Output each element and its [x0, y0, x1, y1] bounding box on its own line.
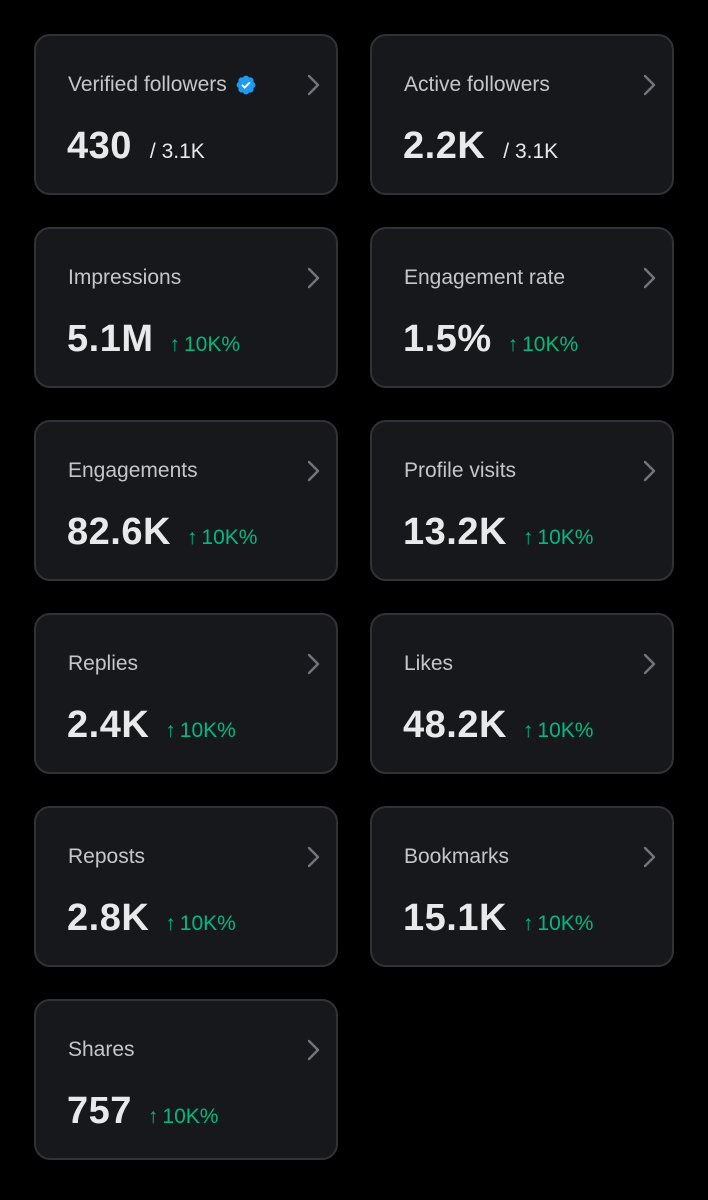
card-replies[interactable]: Replies 2.4K ↑ 10K%: [34, 613, 338, 774]
arrow-up-icon: ↑: [186, 526, 198, 549]
metric-total: / 3.1K: [503, 140, 559, 163]
change-indicator: ↑ 10K%: [169, 333, 240, 357]
metric-value: 1.5%: [403, 318, 492, 360]
arrow-up-icon: ↑: [522, 719, 534, 742]
change-indicator: ↑ 10K%: [165, 719, 236, 743]
chevron-right-icon: [306, 651, 322, 677]
card-label: Active followers: [404, 73, 550, 96]
change-indicator: ↑ 10K%: [523, 526, 594, 550]
metric-value: 2.8K: [67, 897, 150, 939]
verified-badge-icon: [235, 74, 257, 96]
metric-value: 13.2K: [403, 511, 507, 553]
metric-value: 5.1M: [67, 318, 154, 360]
card-label: Engagement rate: [404, 266, 566, 289]
arrow-up-icon: ↑: [169, 333, 180, 356]
arrow-up-icon: ↑: [165, 719, 176, 742]
chevron-right-icon: [306, 458, 322, 484]
metric-value: 430: [67, 125, 132, 167]
metric-value: 15.1K: [403, 897, 507, 939]
card-shares[interactable]: Shares 757 ↑ 10K%: [34, 999, 338, 1160]
change-value: 10K%: [522, 333, 579, 356]
arrow-up-icon: ↑: [522, 912, 534, 935]
card-impressions[interactable]: Impressions 5.1M ↑ 10K%: [34, 227, 338, 388]
chevron-right-icon: [306, 844, 322, 870]
change-value: 10K%: [179, 719, 236, 742]
metric-value: 48.2K: [403, 704, 507, 746]
chevron-right-icon: [642, 844, 658, 870]
change-value: 10K%: [537, 526, 594, 549]
metric-total: / 3.1K: [149, 140, 205, 163]
card-label: Bookmarks: [404, 845, 510, 868]
metric-value: 82.6K: [67, 511, 171, 553]
card-engagements[interactable]: Engagements 82.6K ↑ 10K%: [34, 420, 338, 581]
card-label: Impressions: [68, 266, 182, 289]
change-value: 10K%: [537, 719, 594, 742]
chevron-right-icon: [642, 72, 658, 98]
arrow-up-icon: ↑: [147, 1105, 159, 1128]
card-label: Engagements: [68, 459, 198, 482]
card-label: Likes: [404, 652, 454, 675]
metric-value: 2.2K: [403, 125, 486, 167]
card-bookmarks[interactable]: Bookmarks 15.1K ↑ 10K%: [370, 806, 674, 967]
metrics-grid: Verified followers 430 / 3.1K Active fol…: [34, 34, 674, 1160]
change-value: 10K%: [162, 1105, 219, 1128]
change-indicator: ↑ 10K%: [508, 333, 579, 357]
change-indicator: ↑ 10K%: [148, 1105, 219, 1129]
change-value: 10K%: [201, 526, 258, 549]
arrow-up-icon: ↑: [165, 912, 176, 935]
card-profile-visits[interactable]: Profile visits 13.2K ↑ 10K%: [370, 420, 674, 581]
chevron-right-icon: [642, 265, 658, 291]
card-engagement-rate[interactable]: Engagement rate 1.5% ↑ 10K%: [370, 227, 674, 388]
card-label: Reposts: [68, 845, 146, 868]
chevron-right-icon: [306, 1037, 322, 1063]
chevron-right-icon: [642, 651, 658, 677]
card-reposts[interactable]: Reposts 2.8K ↑ 10K%: [34, 806, 338, 967]
chevron-right-icon: [642, 458, 658, 484]
change-indicator: ↑ 10K%: [523, 719, 594, 743]
card-label: Shares: [68, 1038, 135, 1061]
card-likes[interactable]: Likes 48.2K ↑ 10K%: [370, 613, 674, 774]
card-label: Replies: [68, 652, 139, 675]
change-indicator: ↑ 10K%: [165, 912, 236, 936]
change-value: 10K%: [179, 912, 236, 935]
card-active-followers[interactable]: Active followers 2.2K / 3.1K: [370, 34, 674, 195]
card-verified-followers[interactable]: Verified followers 430 / 3.1K: [34, 34, 338, 195]
arrow-up-icon: ↑: [507, 333, 519, 356]
chevron-right-icon: [306, 265, 322, 291]
change-value: 10K%: [183, 333, 241, 356]
metric-value: 2.4K: [67, 704, 150, 746]
arrow-up-icon: ↑: [522, 526, 534, 549]
card-label: Verified followers: [68, 73, 227, 96]
chevron-right-icon: [306, 72, 322, 98]
change-value: 10K%: [537, 912, 594, 935]
metric-value: 757: [67, 1090, 132, 1132]
change-indicator: ↑ 10K%: [187, 526, 258, 550]
card-label: Profile visits: [404, 459, 517, 482]
change-indicator: ↑ 10K%: [523, 912, 594, 936]
